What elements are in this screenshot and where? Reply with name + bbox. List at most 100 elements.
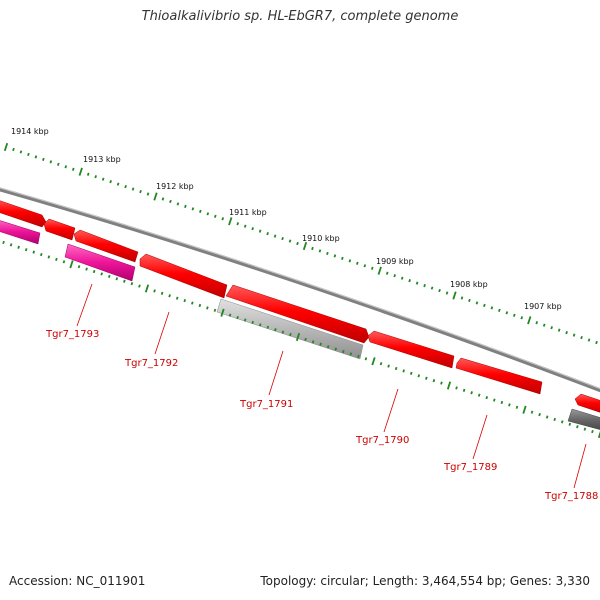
minor-tick xyxy=(274,328,277,332)
major-tick xyxy=(3,142,9,152)
minor-tick xyxy=(505,311,509,315)
minor-tick xyxy=(318,249,322,253)
minor-tick xyxy=(319,342,322,346)
minor-tick xyxy=(213,308,217,312)
minor-tick xyxy=(498,308,501,312)
kbp-label-1907: 1907 kbp xyxy=(524,302,562,311)
gene-label-tgr7-1793: Tgr7_1793 xyxy=(45,329,99,340)
minor-tick xyxy=(40,252,43,257)
minor-tick xyxy=(538,412,541,417)
major-tick xyxy=(144,284,150,293)
minor-tick xyxy=(116,182,120,186)
major-tick xyxy=(228,217,233,226)
minor-tick xyxy=(175,296,179,300)
major-tick xyxy=(527,316,532,325)
minor-tick xyxy=(183,299,187,303)
minor-tick xyxy=(107,274,111,278)
minor-tick xyxy=(153,289,156,293)
kbp-label-1908: 1908 kbp xyxy=(450,280,488,289)
reverse-strand-genes xyxy=(0,220,600,430)
minor-tick xyxy=(86,172,90,176)
major-tick xyxy=(69,260,74,269)
minor-tick xyxy=(545,415,549,419)
forward-strand-genes xyxy=(0,200,600,413)
gene-labels: Tgr7_1793 Tgr7_1792 Tgr7_1791 Tgr7_1790 … xyxy=(45,329,598,502)
minor-tick xyxy=(49,160,53,164)
minor-tick xyxy=(251,227,254,231)
minor-tick xyxy=(462,388,466,392)
minor-tick xyxy=(595,340,598,345)
minor-tick xyxy=(281,236,284,241)
minor-tick xyxy=(221,217,225,221)
major-tick xyxy=(446,381,452,390)
backbone-ring xyxy=(0,187,600,393)
minor-tick xyxy=(236,315,239,320)
leader-line xyxy=(154,311,170,355)
minor-tick xyxy=(243,318,247,322)
minor-tick xyxy=(370,266,374,270)
minor-tick xyxy=(206,306,209,310)
minor-tick xyxy=(32,250,36,254)
major-tick xyxy=(220,308,225,317)
gene-arrow xyxy=(455,357,543,395)
minor-tick xyxy=(199,209,202,213)
minor-tick xyxy=(191,301,194,305)
minor-tick xyxy=(94,175,97,179)
gene-block-gray xyxy=(216,298,364,360)
kbp-label-1912: 1912 kbp xyxy=(156,182,194,191)
minor-tick xyxy=(289,332,292,337)
minor-tick xyxy=(357,354,360,359)
minor-tick xyxy=(124,184,127,189)
leader-line xyxy=(383,388,399,433)
minor-tick xyxy=(160,291,164,295)
backbone-highlight xyxy=(0,187,600,390)
minor-tick xyxy=(115,277,119,281)
minor-tick xyxy=(266,325,270,329)
gene-label-tgr7-1792: Tgr7_1792 xyxy=(124,358,178,369)
minor-tick xyxy=(288,239,292,243)
gene-block-magenta xyxy=(64,243,136,282)
minor-tick xyxy=(161,197,165,201)
minor-tick xyxy=(138,284,141,288)
minor-tick xyxy=(326,345,330,349)
minor-tick xyxy=(24,248,28,252)
minor-tick xyxy=(176,202,180,206)
minor-tick xyxy=(146,192,150,196)
minor-tick xyxy=(415,281,419,285)
kbp-label-1914: 1914 kbp xyxy=(11,127,49,136)
leader-line xyxy=(76,283,93,327)
gene-arrow xyxy=(73,229,139,263)
minor-tick xyxy=(475,301,479,305)
minor-tick xyxy=(311,340,315,344)
minor-tick xyxy=(266,232,269,236)
minor-tick xyxy=(311,246,314,251)
minor-tick xyxy=(64,165,68,169)
minor-tick xyxy=(493,398,496,402)
map-title: Thioalkalivibrio sp. HL-EbGR7, complete … xyxy=(141,9,459,24)
minor-tick xyxy=(258,323,262,327)
minor-tick xyxy=(550,326,553,330)
minor-tick xyxy=(9,243,13,247)
minor-tick xyxy=(243,224,247,228)
minor-tick xyxy=(432,379,436,383)
major-tick xyxy=(78,167,83,176)
minor-tick xyxy=(258,229,262,233)
minor-tick xyxy=(379,362,383,366)
minor-tick xyxy=(2,240,5,245)
minor-tick xyxy=(333,254,337,258)
gene-arrow xyxy=(574,393,600,413)
minor-tick xyxy=(445,291,449,295)
gene-arrow xyxy=(43,218,76,241)
kbp-label-1911: 1911 kbp xyxy=(229,208,267,217)
minor-tick xyxy=(123,279,126,283)
minor-tick xyxy=(57,162,60,166)
minor-tick xyxy=(273,234,277,238)
minor-tick xyxy=(139,189,142,194)
gene-label-tgr7-1790: Tgr7_1790 xyxy=(355,435,409,446)
minor-tick xyxy=(425,376,428,380)
minor-tick xyxy=(17,245,20,249)
minor-tick xyxy=(342,349,345,354)
major-tick xyxy=(295,332,301,342)
minor-tick xyxy=(214,214,217,218)
